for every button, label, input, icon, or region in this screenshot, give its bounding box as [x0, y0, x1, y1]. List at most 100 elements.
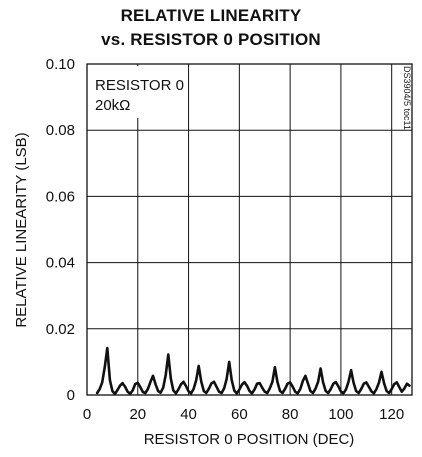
data-point [197, 365, 200, 367]
data-point [129, 392, 132, 395]
data-point [398, 386, 401, 388]
data-point [291, 385, 294, 388]
series-group [95, 346, 411, 396]
data-point [365, 381, 368, 384]
data-point [322, 381, 324, 384]
data-point [378, 381, 380, 384]
x-tick-label: 20 [129, 406, 146, 423]
data-point [230, 379, 233, 381]
x-axis-label: RESISTOR 0 POSITION (DEC) [144, 431, 355, 448]
figure-id-label: DS3904/5 toc11 [402, 66, 412, 130]
data-point [281, 392, 284, 394]
data-point [154, 383, 157, 386]
data-point [119, 384, 121, 387]
data-point [116, 389, 119, 391]
data-point [147, 388, 149, 390]
data-point [370, 390, 373, 393]
data-point [345, 388, 347, 391]
data-point [144, 392, 147, 394]
data-point [271, 380, 274, 383]
plot-frame [86, 63, 413, 396]
data-point [304, 374, 307, 377]
data-point [208, 387, 210, 390]
data-point [251, 392, 253, 395]
data-point [187, 390, 190, 393]
data-point [375, 388, 378, 390]
tick-labels: 0 20 40 60 80 100 120 0 0.02 0.04 0.06 0.08 0.10 [46, 56, 404, 423]
data-point [327, 392, 330, 394]
y-tick-label: 0 [67, 387, 75, 404]
data-point [347, 380, 350, 383]
x-tick-label: 120 [379, 406, 404, 423]
data-point [367, 385, 370, 388]
data-point [185, 385, 187, 387]
data-point [103, 366, 106, 368]
series-line-0 [95, 346, 411, 396]
data-point [139, 386, 142, 388]
data-point [266, 392, 269, 394]
data-point [294, 390, 297, 393]
data-point [169, 377, 172, 380]
data-point [177, 388, 180, 391]
data-point [180, 383, 182, 386]
data-point [342, 392, 345, 395]
data-point [258, 382, 261, 384]
data-point [357, 392, 360, 394]
y-axis-label: RELATIVE LINEARITY (LSB) [13, 132, 30, 327]
data-point [96, 392, 99, 394]
data-point [213, 380, 215, 383]
data-point [114, 393, 116, 395]
data-point [167, 353, 170, 356]
data-point [220, 392, 223, 394]
data-point [215, 385, 218, 388]
data-point [406, 382, 408, 385]
data-point [233, 389, 236, 392]
grid-lines [87, 64, 412, 395]
data-point [268, 387, 271, 390]
data-point [317, 380, 319, 383]
data-point [210, 382, 213, 385]
data-point [340, 390, 342, 393]
chart-title: RELATIVE LINEARITY [120, 6, 302, 25]
y-tick-label: 0.08 [46, 122, 75, 139]
data-point [228, 361, 231, 363]
data-point [276, 380, 279, 383]
annotation-line-2: 20kΩ [95, 97, 130, 114]
data-point [109, 379, 111, 381]
data-point [408, 384, 411, 387]
data-point [136, 381, 139, 384]
data-point [256, 382, 258, 385]
data-point [164, 374, 167, 376]
data-point [350, 369, 352, 372]
data-point [388, 392, 390, 394]
data-point [352, 381, 355, 384]
data-point [403, 387, 406, 390]
data-point [192, 388, 195, 390]
data-point [126, 390, 129, 393]
data-point [362, 382, 365, 385]
data-point [121, 382, 124, 384]
data-point [324, 390, 327, 392]
x-tick-label: 60 [231, 406, 248, 423]
data-point [400, 390, 403, 393]
y-tick-label: 0.06 [46, 188, 75, 205]
data-point [157, 390, 160, 392]
data-point [355, 390, 357, 392]
x-tick-label: 0 [83, 406, 91, 423]
annotation-box [88, 66, 188, 118]
data-point [393, 383, 396, 385]
data-point [390, 388, 393, 390]
data-point [98, 388, 101, 390]
y-tick-label: 0.04 [46, 255, 75, 272]
data-point [314, 387, 317, 390]
data-point [373, 392, 375, 395]
data-point [152, 374, 154, 377]
x-tick-label: 80 [282, 406, 299, 423]
data-point [289, 381, 291, 384]
data-point [319, 367, 322, 370]
data-point [286, 382, 289, 385]
data-point [172, 389, 175, 392]
data-point [175, 392, 177, 395]
data-point [301, 380, 304, 382]
